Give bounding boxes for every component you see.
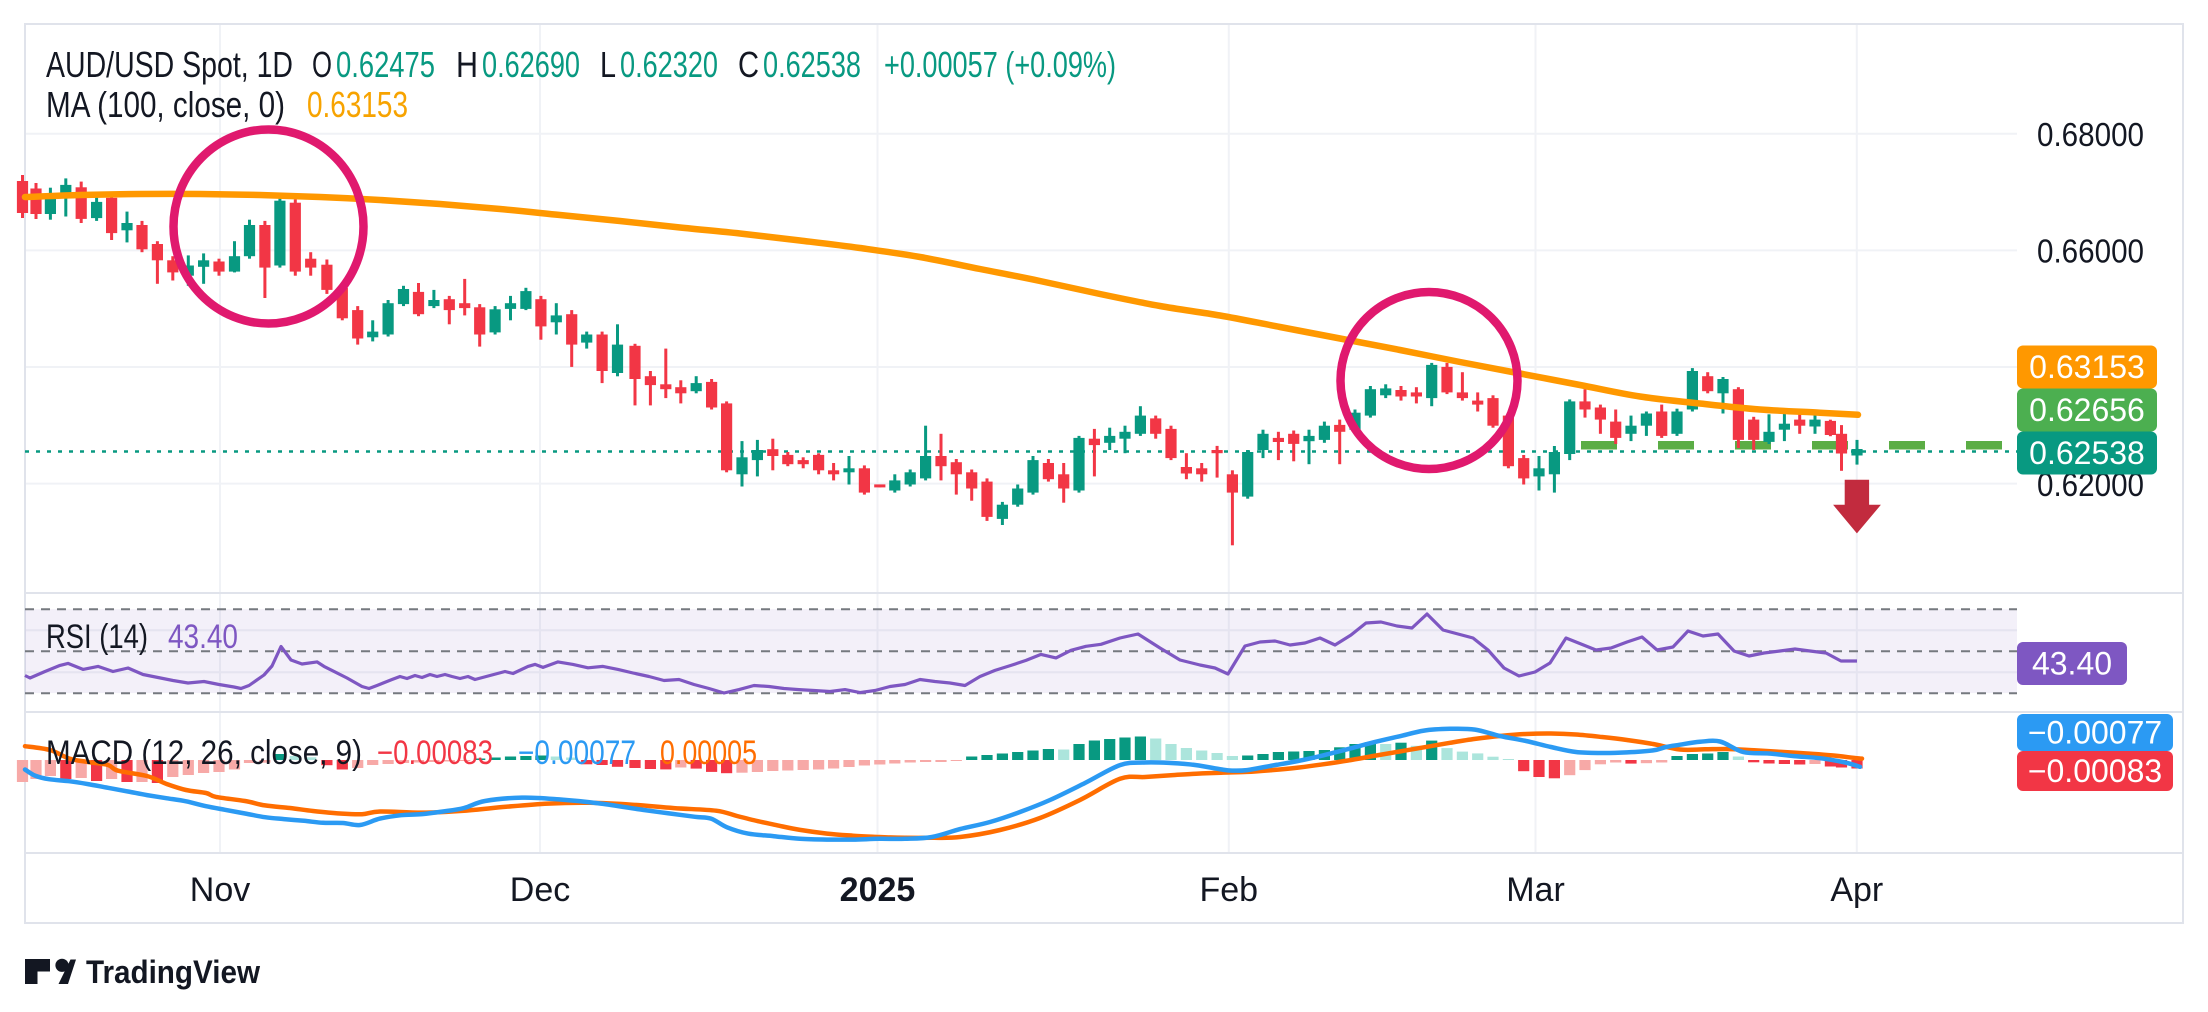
svg-text:AUD/USD Spot, 1D: AUD/USD Spot, 1D <box>46 44 293 85</box>
svg-text:+0.00057 (+0.09%): +0.00057 (+0.09%) <box>884 44 1116 85</box>
svg-text:0.00005: 0.00005 <box>660 734 757 772</box>
svg-text:0.68000: 0.68000 <box>2037 116 2144 153</box>
svg-text:−0.00077: −0.00077 <box>518 734 636 772</box>
svg-text:Nov: Nov <box>190 871 250 909</box>
svg-text:−0.00077: −0.00077 <box>2028 715 2162 751</box>
svg-text:0.62690: 0.62690 <box>482 44 580 85</box>
svg-text:0.63153: 0.63153 <box>2029 349 2145 385</box>
svg-text:43.40: 43.40 <box>168 618 238 656</box>
svg-text:MACD (12, 26, close, 9): MACD (12, 26, close, 9) <box>46 734 362 772</box>
svg-text:0.62320: 0.62320 <box>620 44 718 85</box>
svg-text:L: L <box>600 44 616 85</box>
svg-text:43.40: 43.40 <box>2032 646 2112 682</box>
svg-text:Apr: Apr <box>1830 871 1883 909</box>
svg-text:0.62538: 0.62538 <box>763 44 861 85</box>
svg-text:TradingView: TradingView <box>86 954 260 990</box>
svg-text:O: O <box>312 44 332 85</box>
svg-text:0.62656: 0.62656 <box>2029 392 2145 428</box>
svg-text:0.63153: 0.63153 <box>307 84 408 125</box>
svg-text:−0.00083: −0.00083 <box>2028 753 2162 789</box>
svg-text:0.62538: 0.62538 <box>2029 435 2145 471</box>
svg-text:RSI (14): RSI (14) <box>46 618 148 656</box>
svg-text:2025: 2025 <box>840 871 916 909</box>
svg-text:−0.00083: −0.00083 <box>377 734 493 772</box>
svg-text:MA (100, close, 0): MA (100, close, 0) <box>46 84 285 125</box>
svg-text:Mar: Mar <box>1506 871 1565 909</box>
svg-text:0.66000: 0.66000 <box>2037 233 2144 270</box>
svg-text:Feb: Feb <box>1200 871 1259 909</box>
svg-text:0.62475: 0.62475 <box>336 44 435 85</box>
svg-text:H: H <box>456 44 478 85</box>
svg-text:Dec: Dec <box>510 871 570 909</box>
svg-text:C: C <box>738 44 759 85</box>
